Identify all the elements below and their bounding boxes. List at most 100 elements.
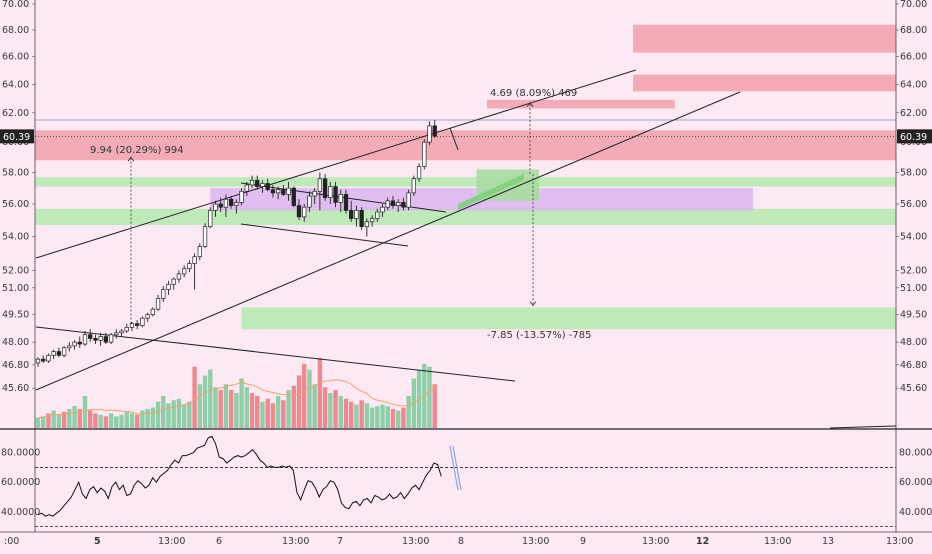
- volume-bar: [88, 411, 92, 429]
- volume-bar: [140, 411, 144, 429]
- y-tick-right: 70.00: [900, 0, 927, 10]
- volume-bar: [98, 415, 102, 428]
- volume-bar: [260, 402, 264, 428]
- candle: [349, 210, 353, 218]
- y-tick-left: 66.00: [2, 52, 29, 63]
- volume-bar: [51, 411, 55, 429]
- volume-bar: [297, 376, 301, 429]
- x-tick-label: 9: [580, 536, 586, 547]
- candle: [292, 188, 296, 205]
- y-tick-right: 51.00: [900, 283, 927, 294]
- volume-bar: [281, 400, 285, 428]
- volume-bar: [114, 416, 118, 428]
- volume-bar: [41, 416, 45, 428]
- candle: [172, 279, 176, 284]
- last-price-label-right: 60.39: [900, 132, 927, 143]
- drawings-layer[interactable]: [36, 70, 740, 390]
- candle: [250, 180, 254, 185]
- measure-label: -7.85 (-13.57%) -785: [487, 330, 591, 341]
- osc-tick-right: 80.0000: [899, 448, 932, 459]
- volume-bar: [36, 418, 40, 428]
- candle: [141, 318, 145, 325]
- volume-bar: [396, 411, 400, 429]
- volume-bar: [302, 364, 306, 428]
- volume-bar: [359, 400, 363, 428]
- osc-tick-right: 40.0000: [899, 507, 932, 518]
- volume-bar: [83, 396, 87, 428]
- volume-bar: [224, 384, 228, 428]
- x-tick-label: 7: [337, 536, 343, 547]
- volume-bar: [370, 408, 374, 428]
- candle: [323, 179, 327, 198]
- volume-bar: [349, 402, 353, 428]
- candle: [255, 180, 259, 186]
- trend-line[interactable]: [241, 224, 408, 246]
- volume-bar: [187, 402, 191, 428]
- candle: [104, 337, 108, 343]
- y-tick-left: 64.00: [2, 79, 29, 90]
- candle: [83, 335, 87, 344]
- volume-bar: [312, 384, 316, 428]
- candle: [266, 183, 270, 189]
- candle: [47, 355, 51, 361]
- candle: [287, 188, 291, 194]
- zone-red: [487, 100, 675, 109]
- x-tick-label: 12: [696, 536, 709, 547]
- x-tick-label: 13:00: [886, 536, 913, 547]
- y-tick-right: 52.00: [900, 265, 927, 276]
- volume-bar: [375, 406, 379, 428]
- volume-bar: [57, 415, 61, 428]
- candle: [376, 212, 380, 218]
- volume-bar: [192, 367, 196, 428]
- y-tick-left: 48.00: [2, 337, 29, 348]
- x-tick-label: 5: [94, 536, 101, 547]
- x-tick-label: 13: [822, 536, 834, 547]
- y-tick-right: 62.00: [900, 108, 927, 119]
- x-tick-label: :00: [4, 536, 19, 547]
- y-tick-left: 68.00: [2, 25, 29, 36]
- zone-red: [633, 75, 896, 92]
- last-price-label-left: 60.39: [3, 132, 30, 143]
- volume-bar: [433, 384, 437, 428]
- candle: [73, 342, 77, 346]
- volume-bar: [135, 415, 139, 428]
- x-tick-label: 6: [216, 536, 222, 547]
- volume-bar: [119, 415, 123, 428]
- candle: [94, 338, 98, 340]
- volume-bar: [161, 396, 165, 428]
- volume-bar: [318, 358, 322, 428]
- volume-bar: [151, 408, 155, 428]
- candle: [214, 204, 218, 210]
- volume-bar: [229, 390, 233, 428]
- candle: [355, 210, 359, 218]
- x-tick-label: 13:00: [522, 536, 549, 547]
- candle: [417, 166, 421, 178]
- candle: [360, 210, 364, 226]
- x-tick-label: 13:00: [158, 536, 185, 547]
- candle: [219, 204, 223, 207]
- volume-bar: [354, 405, 358, 428]
- candle: [407, 193, 411, 207]
- volume-bar: [265, 399, 269, 428]
- trend-line[interactable]: [36, 327, 515, 381]
- volume-bar: [328, 393, 332, 428]
- candle: [271, 190, 275, 193]
- candle: [318, 179, 322, 192]
- volume-bar: [156, 402, 160, 428]
- volume-bar: [72, 406, 76, 428]
- candle: [78, 342, 82, 344]
- volume-bar: [172, 400, 176, 428]
- y-tick-left: 49.50: [2, 310, 29, 321]
- candle: [120, 331, 124, 333]
- x-tick-label: 13:00: [402, 536, 429, 547]
- volume-bar: [255, 396, 259, 428]
- y-tick-left: 46.80: [2, 360, 29, 371]
- y-tick-left: 45.60: [2, 383, 29, 394]
- candle: [161, 290, 165, 299]
- candle: [62, 348, 66, 356]
- candle: [370, 219, 374, 222]
- volume-bar: [323, 387, 327, 428]
- candle: [334, 187, 338, 203]
